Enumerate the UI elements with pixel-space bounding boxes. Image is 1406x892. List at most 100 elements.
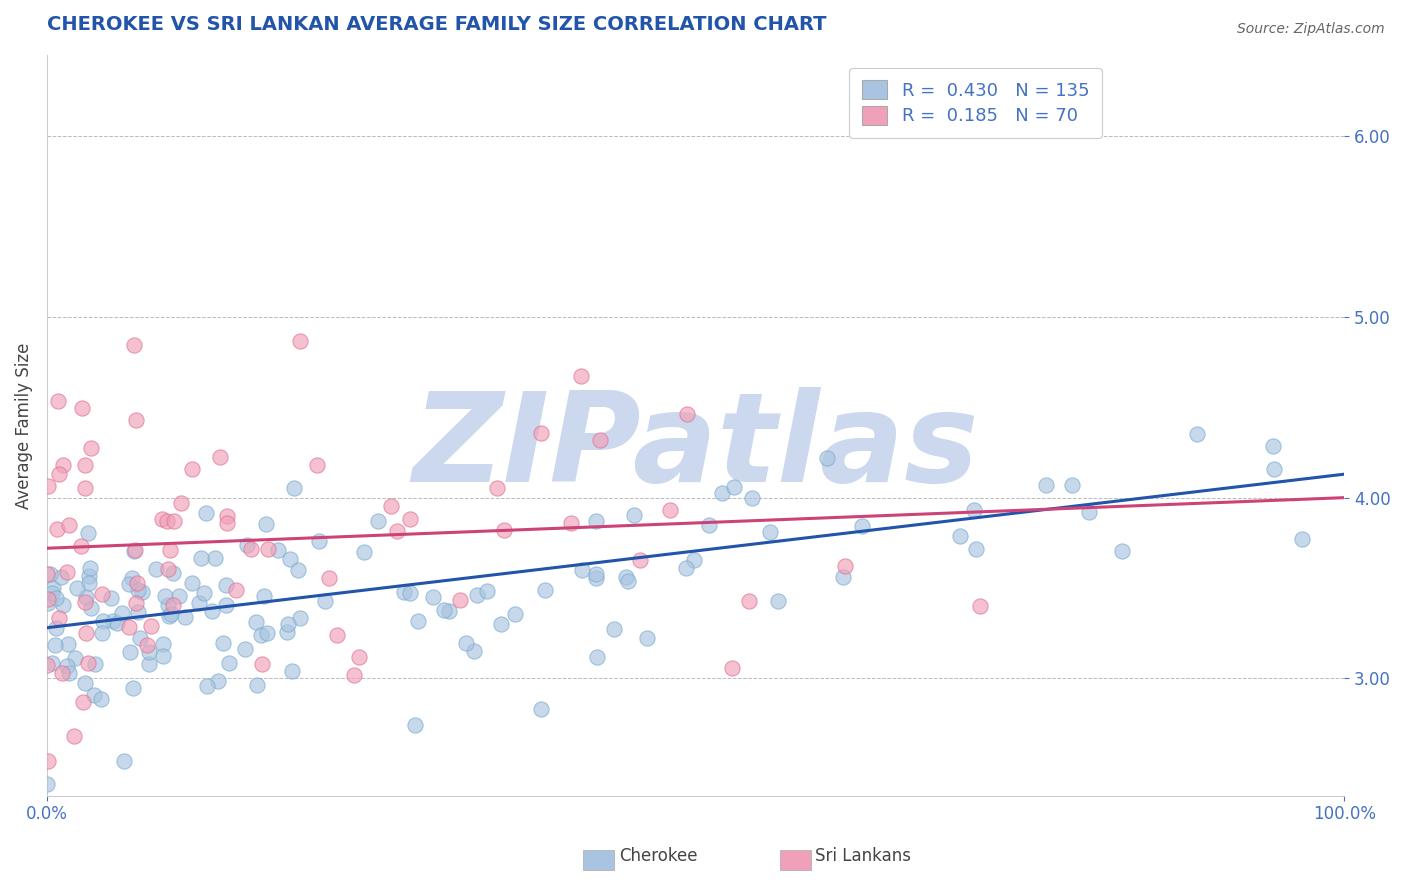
Point <box>156 514 179 528</box>
Point <box>77 525 100 540</box>
Point <box>399 512 422 526</box>
Point <box>195 506 218 520</box>
Point <box>240 541 263 556</box>
Text: Sri Lankans: Sri Lankans <box>815 847 911 865</box>
Point <box>623 508 645 523</box>
Point <box>1291 532 1313 546</box>
Point <box>157 599 180 613</box>
Point <box>834 558 856 573</box>
Point <box>965 542 987 557</box>
Point <box>759 525 782 540</box>
Legend: R =  0.430   N = 135, R =  0.185   N = 70: R = 0.430 N = 135, R = 0.185 N = 70 <box>849 68 1102 138</box>
Point <box>127 582 149 597</box>
Point <box>37 591 59 606</box>
Point <box>246 678 269 692</box>
Point <box>118 645 141 659</box>
Point <box>1062 478 1084 492</box>
Point <box>636 631 658 645</box>
Point <box>218 656 240 670</box>
Point <box>851 519 873 533</box>
Point <box>167 589 190 603</box>
Text: Cherokee: Cherokee <box>619 847 697 865</box>
Point <box>832 570 855 584</box>
Point <box>1111 543 1133 558</box>
Point <box>721 661 744 675</box>
Point <box>55 565 77 579</box>
Point <box>138 645 160 659</box>
Point <box>73 676 96 690</box>
Point <box>125 413 148 427</box>
Point <box>404 718 426 732</box>
Point <box>48 611 70 625</box>
Point <box>136 639 159 653</box>
Point <box>617 574 640 588</box>
Point <box>699 518 721 533</box>
Point <box>45 522 67 536</box>
Point <box>257 542 280 557</box>
Point <box>56 637 79 651</box>
Point <box>72 694 94 708</box>
Point <box>225 583 247 598</box>
Point <box>188 596 211 610</box>
Point <box>675 561 697 575</box>
Point <box>530 426 553 441</box>
Point <box>529 702 551 716</box>
Point <box>628 553 651 567</box>
Point <box>37 755 59 769</box>
Point <box>1263 462 1285 476</box>
Point <box>449 593 471 607</box>
Point <box>124 542 146 557</box>
Point <box>79 561 101 575</box>
Point <box>250 628 273 642</box>
Point <box>170 496 193 510</box>
Point <box>51 599 73 613</box>
Point <box>318 571 340 585</box>
Point <box>58 518 80 533</box>
Point <box>193 586 215 600</box>
Point <box>250 657 273 671</box>
Point <box>208 450 231 465</box>
Point <box>80 600 103 615</box>
Point <box>111 606 134 620</box>
Point <box>710 486 733 500</box>
Point <box>73 481 96 495</box>
Point <box>267 543 290 558</box>
Point <box>281 664 304 678</box>
Point <box>477 584 499 599</box>
Point <box>42 581 65 595</box>
Point <box>52 458 75 473</box>
Point <box>180 576 202 591</box>
Point <box>80 441 103 455</box>
Point <box>101 614 124 628</box>
Point <box>63 651 86 665</box>
Point <box>817 451 839 466</box>
Point <box>45 621 67 635</box>
Point <box>1035 477 1057 491</box>
Point <box>603 622 626 636</box>
Point <box>314 594 336 608</box>
Point <box>215 577 238 591</box>
Point <box>723 479 745 493</box>
Point <box>76 657 98 671</box>
Point <box>118 620 141 634</box>
Point <box>152 649 174 664</box>
Point <box>349 650 371 665</box>
Point <box>129 631 152 645</box>
Point <box>79 576 101 591</box>
Point <box>463 644 485 658</box>
Point <box>380 499 402 513</box>
Point <box>159 543 181 558</box>
Point <box>533 583 555 598</box>
Point <box>121 681 143 695</box>
Point <box>35 566 58 581</box>
Point <box>197 679 219 693</box>
Point <box>181 462 204 476</box>
Point <box>37 596 59 610</box>
Point <box>963 503 986 517</box>
Point <box>56 659 79 673</box>
Point <box>122 338 145 352</box>
Point <box>63 730 86 744</box>
Point <box>766 594 789 608</box>
Point <box>741 491 763 506</box>
Point <box>160 607 183 621</box>
